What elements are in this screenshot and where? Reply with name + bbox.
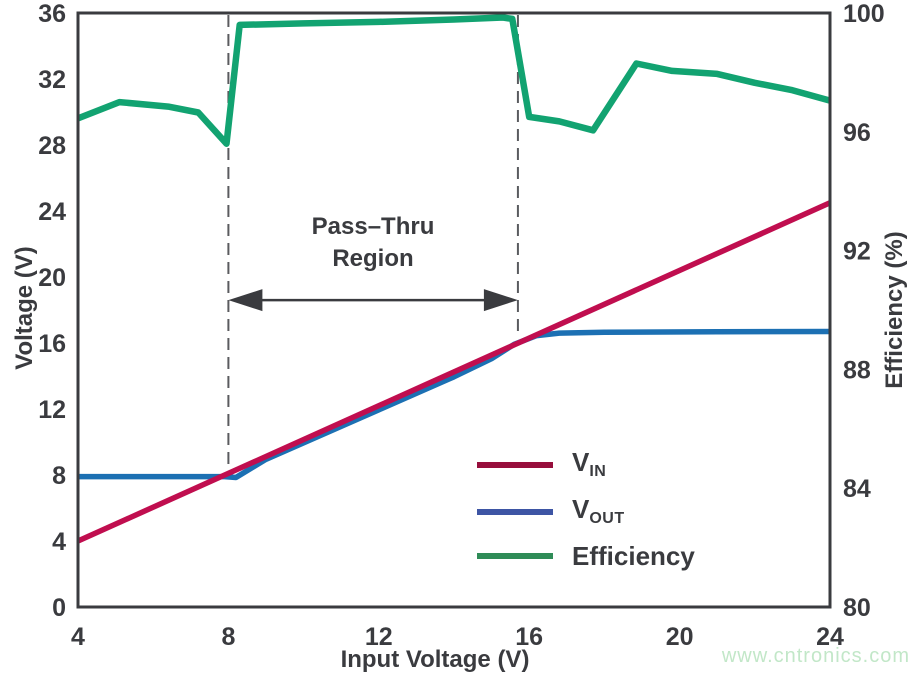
y-left-tick-label: 28 [38,132,66,160]
x-tick-label: 20 [666,623,694,651]
x-tick-label: 24 [816,623,844,651]
watermark: www.cntronics.com [721,645,910,667]
series-line-efficiency [76,14,831,147]
y-left-tick-label: 20 [38,264,66,292]
y-left-tick-label: 4 [52,528,66,556]
legend-label: VIN [572,447,607,480]
y-right-tick-label: 100 [843,0,885,28]
y-left-tick-label: 8 [52,462,66,490]
pass-thru-arrow-head-right [483,289,518,312]
y-axis-label-left: Voltage (V) [11,246,38,370]
pass-thru-arrow-head-left [228,289,263,312]
y-left-tick-label: 12 [38,396,66,424]
pass-thru-annotation: Pass–Thru Region [312,211,435,275]
y-left-tick-label: 24 [38,198,66,226]
y-right-tick-label: 96 [843,119,871,147]
y-right-tick-label: 92 [843,238,871,266]
legend-swatch [477,553,553,559]
legend-item-vin: VIN [477,449,606,480]
pass-thru-annotation-line1: Pass–Thru [311,213,435,240]
series-line-vout [78,328,831,481]
legend-label: VOUT [572,494,625,527]
x-tick-label: 4 [71,623,85,651]
plot-border [76,11,832,609]
y-left-tick-label: 0 [52,594,66,622]
y-axis-label-right: Efficiency (%) [881,231,908,389]
y-left-tick-label: 32 [38,66,66,94]
series-line-vin [76,200,832,544]
x-tick-label: 8 [221,623,235,651]
x-axis-label: Input Voltage (V) [340,646,530,673]
y-right-tick-label: 88 [843,356,871,384]
legend-swatch [477,461,553,468]
x-tick-label: 12 [365,623,393,651]
legend-label: Efficiency [572,541,695,571]
x-tick-label: 16 [515,623,543,651]
legend-item-efficiency: Efficiency [477,543,695,569]
legend-item-vout: VOUT [477,496,625,527]
y-left-tick-label: 36 [38,0,66,28]
y-left-tick-label: 16 [38,330,66,358]
y-right-tick-label: 80 [843,594,871,622]
pass-thru-annotation-line2: Region [332,245,414,272]
legend-swatch [477,508,553,515]
y-right-tick-label: 84 [843,475,871,503]
